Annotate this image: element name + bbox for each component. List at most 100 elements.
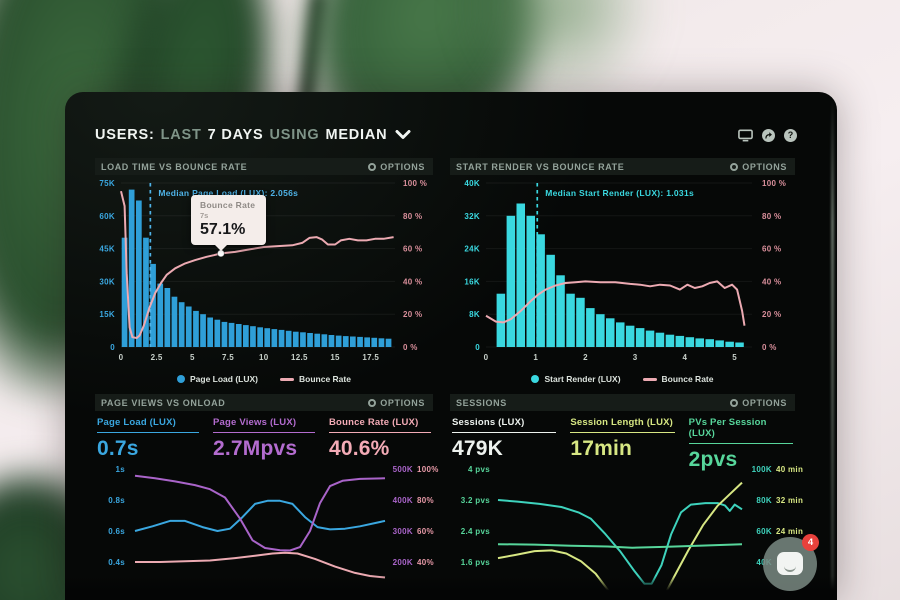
chevron-down-icon [395,130,411,140]
panel-start-render-header: START RENDER VS BOUNCE RATE OPTIONS [450,158,795,175]
load-time-chart[interactable]: 75K 100 % 60K 80 % 45K 60 % 30K 40 % 15K 20 % 0 0 %… [95,175,433,372]
svg-text:17.5: 17.5 [362,353,379,362]
chat-widget-button[interactable]: 4 [763,534,819,591]
metric-label: Page Views (LUX) [213,417,315,433]
svg-text:16K: 16K [464,277,480,286]
display-icon[interactable] [738,128,753,142]
svg-text:12.5: 12.5 [291,353,308,362]
svg-text:3: 3 [633,353,638,362]
start-render-chart[interactable]: 40K 100 % 32K 80 % 24K 60 % 16K 40 % 8K 20 % 0 0 % 0… [450,175,795,372]
svg-text:7.5: 7.5 [222,353,234,362]
series-dot-icon [531,375,540,383]
series-line-icon [642,377,657,381]
options-button[interactable]: OPTIONS [368,162,425,172]
share-icon[interactable] [762,128,775,142]
metric-bounce-rate: Bounce Rate (LUX) 40.6% [329,417,431,461]
sessions-metrics: Sessions (LUX) 479K Session Length (LUX)… [450,411,795,471]
help-icon[interactable]: ? [784,128,797,142]
svg-text:40 min: 40 min [776,465,803,474]
load-time-chart-canvas: 75K 100 % 60K 80 % 45K 60 % 30K 40 % 15K 20 % 0 0 %… [99,179,427,362]
legend-page-load[interactable]: Page Load (LUX) [177,374,258,384]
panel-load-time-header: LOAD TIME VS BOUNCE RATE OPTIONS [95,158,433,175]
svg-text:10: 10 [259,353,269,362]
svg-text:60K: 60K [756,527,772,536]
gear-icon [368,162,377,171]
page-views-chart[interactable]: 1s 500K 100% 0.8s 400K 80% 0.6s 300K 60% 0.4s 200K… [95,459,438,600]
panel-title: PAGE VIEWS VS ONLOAD [101,397,226,408]
legend-bounce-rate[interactable]: Bounce Rate [642,374,714,384]
svg-text:75K: 75K [99,179,115,188]
metric-page-load: Page Load (LUX) 0.7s [97,417,199,461]
svg-text:0.6s: 0.6s [108,527,125,536]
header-median: MEDIAN [325,127,388,143]
notification-badge: 4 [802,534,819,551]
timeframe-dropdown[interactable]: USERS: LAST 7 DAYS USING MEDIAN [95,127,411,143]
laptop-bottom-bezel [65,576,837,600]
svg-text:30K: 30K [99,277,115,286]
options-button[interactable]: OPTIONS [730,162,787,172]
panel-title: SESSIONS [456,397,507,408]
page-views-chart-canvas: 1s 500K 100% 0.8s 400K 80% 0.6s 300K 60% 0.4s 200K… [108,465,439,579]
panel-load-time: LOAD TIME VS BOUNCE RATE OPTIONS 75K 100 … [95,158,433,384]
start-render-chart-canvas: 40K 100 % 32K 80 % 24K 60 % 16K 40 % 8K 20 % 0 0 % 0… [464,179,786,362]
svg-text:60K: 60K [99,212,115,221]
metric-session-length: Session Length (LUX) 17min [570,417,675,472]
svg-text:100 %: 100 % [403,179,427,188]
metric-label: Page Load (LUX) [97,417,199,433]
svg-text:300K: 300K [393,527,413,536]
svg-text:0: 0 [119,353,124,362]
panel-sessions: SESSIONS OPTIONS Sessions (LUX) 479K Ses… [450,394,803,600]
svg-text:4 pvs: 4 pvs [468,465,490,474]
svg-text:100 %: 100 % [762,179,786,188]
header-days: 7 DAYS [207,127,264,143]
start-render-legend: Start Render (LUX) Bounce Rate [450,374,795,384]
svg-text:Median Start Render (LUX): 1.0: Median Start Render (LUX): 1.031s [545,188,694,198]
svg-text:0.4s: 0.4s [108,558,125,567]
svg-text:5: 5 [190,353,195,362]
metric-label: Bounce Rate (LUX) [329,417,431,433]
options-button[interactable]: OPTIONS [730,398,787,408]
svg-text:32K: 32K [464,212,480,221]
panel-sessions-header: SESSIONS OPTIONS [450,394,795,411]
metric-page-views: Page Views (LUX) 2.7Mpvs [213,417,315,461]
svg-text:80%: 80% [417,496,434,505]
svg-text:2: 2 [583,353,588,362]
metric-value: 0.7s [97,437,139,460]
tooltip-x-value: 7s [200,211,209,220]
svg-text:4: 4 [683,353,688,362]
legend-start-render[interactable]: Start Render (LUX) [531,374,621,384]
svg-text:40K: 40K [464,179,480,188]
metric-value: 40.6% [329,437,390,460]
svg-text:1s: 1s [116,465,126,474]
svg-text:Median Page Load (LUX): 2.056s: Median Page Load (LUX): 2.056s [158,188,298,198]
gear-icon [730,162,739,171]
panel-title: LOAD TIME VS BOUNCE RATE [101,161,248,172]
svg-text:1.6 pvs: 1.6 pvs [461,558,490,567]
svg-text:100K: 100K [752,465,772,474]
chat-smile-icon [784,563,796,572]
legend-bounce-rate[interactable]: Bounce Rate [280,374,351,384]
svg-text:0: 0 [484,353,489,362]
svg-text:80 %: 80 % [762,212,781,221]
svg-text:500K: 500K [393,465,413,474]
dashboard-header: USERS: LAST 7 DAYS USING MEDIAN [95,122,805,148]
series-dot-icon [177,375,185,383]
svg-text:1: 1 [533,353,538,362]
tooltip-title: Bounce Rate [200,200,256,210]
metric-value: 479K [452,437,504,460]
metric-label: Session Length (LUX) [570,417,675,433]
chart-tooltip: Bounce Rate 7s 57.1% [191,195,267,251]
svg-text:15: 15 [330,353,340,362]
svg-text:40 %: 40 % [762,277,781,286]
options-button[interactable]: OPTIONS [368,398,425,408]
svg-text:100%: 100% [417,465,439,474]
svg-text:60%: 60% [417,527,434,536]
load-time-legend: Page Load (LUX) Bounce Rate [95,374,433,384]
metric-pvs-per-session: PVs Per Session (LUX) 2pvs [688,417,793,472]
svg-text:0: 0 [475,343,480,352]
svg-text:60 %: 60 % [403,245,422,254]
gear-icon [368,398,377,407]
svg-text:0: 0 [110,343,115,352]
svg-text:20 %: 20 % [762,310,781,319]
